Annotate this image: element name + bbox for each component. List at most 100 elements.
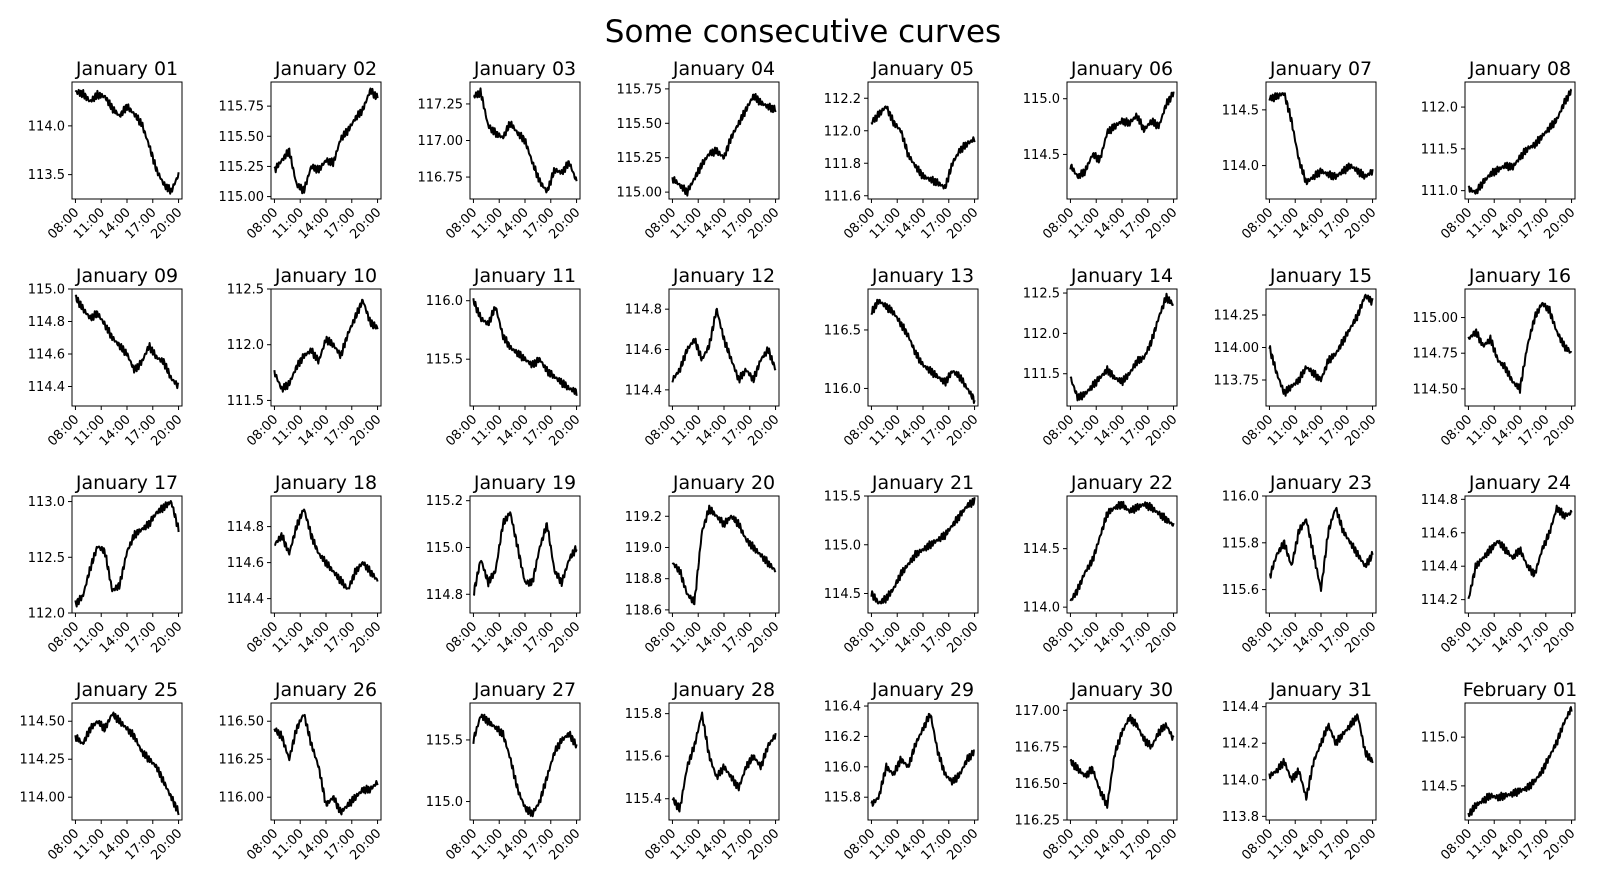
- plot-frame: [1066, 702, 1178, 821]
- subplot-title: January 12: [672, 265, 775, 287]
- plot-frame: [469, 495, 581, 614]
- y-tick-label: 112.0: [1023, 327, 1060, 342]
- subplot-panel: January 06114.5115.008:0011:0014:0017:00…: [1023, 58, 1181, 242]
- y-tick-label: 114.6: [227, 556, 264, 571]
- subplot-title: January 06: [1070, 58, 1173, 80]
- y-tick-label: 114.8: [28, 315, 65, 330]
- plot-frame: [469, 288, 581, 407]
- series-line: [1069, 714, 1175, 809]
- y-tick-label: 115.00: [1413, 311, 1459, 326]
- y-tick-label: 119.0: [625, 541, 662, 556]
- y-tick-label: 115.25: [617, 151, 663, 166]
- y-tick-label: 114.4: [28, 380, 65, 395]
- plot-frame: [668, 81, 780, 200]
- y-tick-label: 114.4: [1421, 560, 1458, 575]
- subplot-panel: January 13116.0116.508:0011:0014:0017:00…: [824, 265, 982, 449]
- subplot-panel: January 21114.5115.0115.508:0011:0014:00…: [824, 472, 982, 656]
- y-tick-label: 116.0: [824, 382, 861, 397]
- subplot-title: January 09: [75, 265, 178, 287]
- subplot-title: January 08: [1468, 58, 1571, 80]
- subplot-title: January 17: [75, 472, 178, 494]
- subplot-panel: January 07114.0114.508:0011:0014:0017:00…: [1222, 58, 1380, 242]
- series-line: [671, 711, 777, 813]
- y-tick-label: 112.5: [28, 551, 65, 566]
- subplot-panel: January 08111.0111.5112.008:0011:0014:00…: [1421, 58, 1579, 242]
- y-tick-label: 112.5: [1023, 287, 1060, 302]
- plot-frame: [270, 495, 382, 614]
- y-tick-label: 115.5: [824, 490, 861, 505]
- subplot-title: January 03: [473, 58, 576, 80]
- subplot-title: January 01: [75, 58, 178, 80]
- series-line: [671, 504, 777, 606]
- subplot-panel: February 01114.5115.008:0011:0014:0017:0…: [1421, 679, 1579, 863]
- plot-frame: [867, 702, 979, 821]
- subplot-title: January 04: [672, 58, 775, 80]
- y-tick-label: 115.6: [1222, 583, 1259, 598]
- subplot-panel: January 09114.4114.6114.8115.008:0011:00…: [28, 265, 186, 449]
- y-tick-label: 115.8: [1222, 536, 1259, 551]
- y-tick-label: 114.50: [1413, 382, 1459, 397]
- subplot-title: January 25: [75, 679, 178, 701]
- y-tick-label: 114.8: [426, 588, 463, 603]
- y-tick-label: 114.25: [1214, 309, 1260, 324]
- subplot-panel: January 03116.75117.00117.2508:0011:0014…: [418, 58, 584, 242]
- y-tick-label: 114.4: [227, 592, 264, 607]
- subplot-title: January 02: [274, 58, 377, 80]
- y-tick-label: 116.25: [219, 753, 265, 768]
- series-line: [1467, 706, 1573, 818]
- series-line: [1268, 92, 1374, 186]
- y-tick-label: 114.5: [1421, 779, 1458, 794]
- y-tick-label: 114.0: [28, 119, 65, 134]
- subplot-panel: January 16114.50114.75115.0008:0011:0014…: [1413, 265, 1579, 449]
- y-tick-label: 111.5: [1023, 367, 1060, 382]
- subplot-panel: January 18114.4114.6114.808:0011:0014:00…: [227, 472, 385, 656]
- y-tick-label: 113.5: [28, 168, 65, 183]
- subplot-panel: January 22114.0114.508:0011:0014:0017:00…: [1023, 472, 1181, 656]
- subplot-title: January 23: [1269, 472, 1372, 494]
- y-tick-label: 111.5: [1421, 142, 1458, 157]
- subplot-title: January 29: [871, 679, 974, 701]
- series-line: [870, 105, 976, 190]
- y-tick-label: 116.50: [219, 715, 265, 730]
- series-line: [273, 298, 379, 393]
- series-line: [1269, 506, 1374, 592]
- subplot-title: February 01: [1463, 679, 1577, 701]
- subplot-title: January 18: [274, 472, 377, 494]
- y-tick-label: 113.0: [28, 495, 65, 510]
- subplot-title: January 14: [1070, 265, 1173, 287]
- subplot-panel: January 27115.0115.508:0011:0014:0017:00…: [426, 679, 584, 863]
- y-tick-label: 114.6: [28, 348, 65, 363]
- subplot-grid: January 01113.5114.008:0011:0014:0017:00…: [20, 58, 1579, 863]
- y-tick-label: 116.4: [824, 700, 861, 715]
- y-tick-label: 115.25: [219, 160, 265, 175]
- plot-frame: [668, 288, 780, 407]
- y-tick-label: 112.0: [1421, 101, 1458, 116]
- series-line: [870, 298, 976, 404]
- y-tick-label: 116.75: [1015, 740, 1061, 755]
- y-tick-label: 115.75: [617, 82, 663, 97]
- y-tick-label: 116.00: [219, 791, 265, 806]
- y-tick-label: 114.4: [1222, 700, 1259, 715]
- subplot-panel: January 12114.4114.6114.808:0011:0014:00…: [625, 265, 783, 449]
- plot-frame: [1066, 288, 1178, 407]
- y-tick-label: 115.5: [426, 353, 463, 368]
- y-tick-label: 114.5: [1023, 542, 1060, 557]
- subplot-panel: January 29115.8116.0116.2116.408:0011:00…: [824, 679, 982, 863]
- y-tick-label: 114.6: [1421, 526, 1458, 541]
- y-tick-label: 112.5: [227, 283, 264, 298]
- subplot-title: January 22: [1070, 472, 1173, 494]
- y-tick-label: 111.5: [227, 394, 264, 409]
- subplot-panel: January 23115.6115.8116.008:0011:0014:00…: [1222, 472, 1380, 656]
- series-line: [671, 93, 777, 197]
- series-line: [1268, 293, 1374, 397]
- y-tick-label: 116.25: [1015, 814, 1061, 829]
- y-tick-label: 115.0: [824, 538, 861, 553]
- series-line: [273, 713, 379, 816]
- y-tick-label: 114.8: [625, 303, 662, 318]
- y-tick-label: 115.0: [426, 541, 463, 556]
- y-tick-label: 114.00: [20, 791, 66, 806]
- y-tick-label: 114.2: [1222, 737, 1259, 752]
- series-line: [1268, 713, 1374, 801]
- subplot-panel: January 17112.0112.5113.008:0011:0014:00…: [28, 472, 186, 656]
- series-line: [74, 88, 180, 195]
